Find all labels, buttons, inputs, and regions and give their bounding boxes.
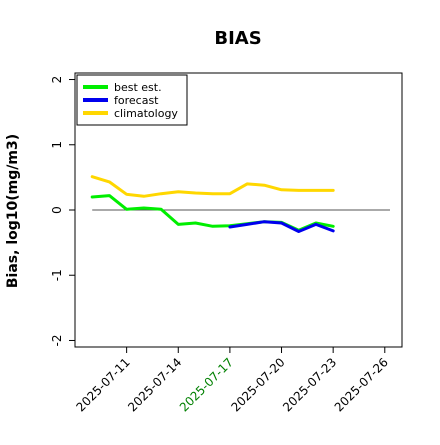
series-line-best-est — [90, 194, 335, 232]
x-tick-label: 2025-07-23 — [280, 355, 339, 414]
chart-title: BIAS — [214, 28, 261, 49]
series-line-climatology — [90, 175, 335, 198]
y-tick-label: -1 — [50, 269, 64, 281]
x-tick-label: 2025-07-17 — [177, 355, 236, 414]
x-tick-label: 2025-07-14 — [125, 355, 184, 414]
legend-label: climatology — [114, 107, 178, 120]
y-axis-label: Bias, log10(mg/m3) — [5, 134, 21, 288]
y-axis: -2 -1 0 1 2 — [50, 76, 75, 346]
series-line-forecast — [228, 220, 335, 233]
x-tick-label: 2025-07-26 — [332, 355, 391, 414]
y-tick-label: 0 — [50, 206, 64, 214]
x-tick-label: 2025-07-11 — [74, 355, 133, 414]
x-axis: 2025-07-112025-07-142025-07-172025-07-20… — [74, 347, 391, 414]
y-tick-label: 2 — [50, 76, 64, 84]
legend-label: forecast — [114, 94, 159, 107]
x-tick-label: 2025-07-20 — [228, 355, 287, 414]
y-tick-label: -2 — [50, 334, 64, 346]
legend-label: best est. — [114, 81, 162, 94]
y-tick-label: 1 — [50, 141, 64, 149]
data-lines — [90, 175, 390, 233]
